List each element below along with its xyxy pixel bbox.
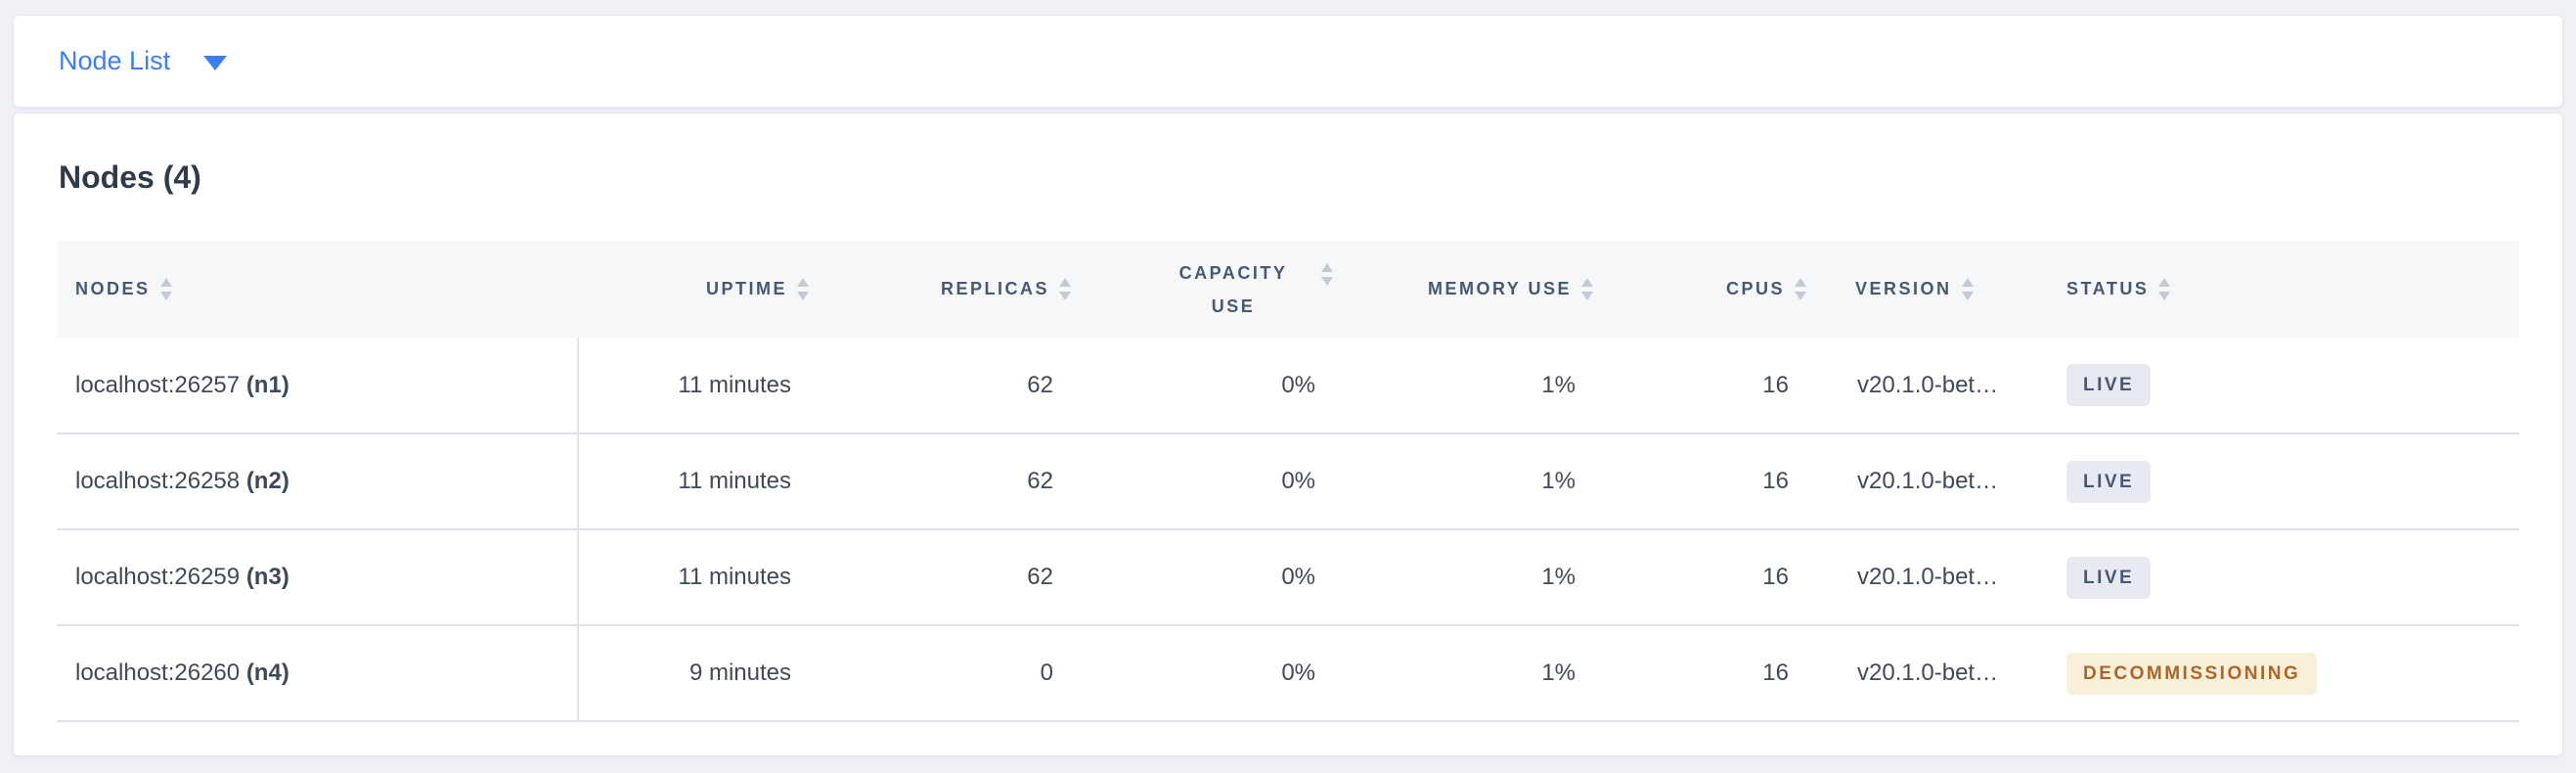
node-memory-use: 1%: [1337, 338, 1597, 433]
node-version: v20.1.0-bet…: [1810, 528, 2045, 625]
node-memory-use: 1%: [1337, 528, 1597, 625]
node-name-cell: localhost:26258 (n2): [57, 432, 579, 529]
column-header-status[interactable]: STATUS: [2045, 241, 2519, 338]
column-header-cpus[interactable]: CPUS: [1597, 241, 1810, 338]
node-row[interactable]: localhost:26258 (n2) 11 minutes 62 0% 1%…: [57, 432, 2519, 529]
column-label-capacity-use: CAPACITY USE: [1178, 262, 1288, 316]
node-row[interactable]: localhost:26260 (n4) 9 minutes 0 0% 1% 1…: [57, 624, 2519, 722]
column-label-cpus: CPUS: [1725, 279, 1785, 298]
node-row[interactable]: localhost:26257 (n1) 11 minutes 62 0% 1%…: [57, 338, 2519, 433]
table-header-row: NODES UPTIME REPLICAS: [57, 241, 2519, 338]
node-id: (n1): [245, 371, 289, 398]
nodes-table-body: localhost:26257 (n1) 11 minutes 62 0% 1%…: [57, 338, 2519, 722]
node-capacity-use: 0%: [1075, 624, 1337, 722]
node-address: localhost:26258: [75, 468, 241, 494]
column-header-memory-use[interactable]: MEMORY USE: [1337, 241, 1597, 338]
column-label-nodes: NODES: [75, 279, 151, 298]
column-label-status: STATUS: [2066, 279, 2150, 298]
node-capacity-use: 0%: [1075, 338, 1337, 433]
node-cpus: 16: [1597, 528, 1810, 625]
nodes-panel: Nodes (4) NODES UPTIM: [13, 113, 2563, 756]
column-header-uptime[interactable]: UPTIME: [578, 241, 813, 338]
node-cpus: 16: [1597, 338, 1810, 433]
node-memory-use: 1%: [1337, 624, 1597, 722]
status-badge: DECOMMISSIONING: [2066, 652, 2318, 695]
panel-title: Nodes (4): [59, 159, 201, 195]
nodes-table: NODES UPTIME REPLICAS: [57, 241, 2519, 722]
status-badge: LIVE: [2066, 556, 2152, 599]
node-replicas: 0: [813, 624, 1075, 722]
node-replicas: 62: [813, 432, 1075, 529]
sort-arrows-icon: [1961, 278, 1974, 300]
column-label-version: VERSION: [1855, 279, 1952, 298]
sort-arrows-icon: [159, 278, 172, 300]
node-cpus: 16: [1597, 624, 1810, 722]
node-name-cell: localhost:26260 (n4): [57, 624, 579, 722]
column-label-uptime: UPTIME: [705, 279, 787, 298]
sort-arrows-icon: [1321, 262, 1333, 286]
chevron-down-icon: [203, 55, 228, 70]
column-header-capacity-use[interactable]: CAPACITY USE: [1075, 241, 1337, 338]
node-status-cell: LIVE: [2045, 338, 2519, 433]
node-status-cell: LIVE: [2045, 432, 2519, 529]
node-version: v20.1.0-bet…: [1810, 624, 2045, 722]
node-uptime: 11 minutes: [578, 528, 813, 625]
node-status-cell: LIVE: [2045, 528, 2519, 625]
sort-arrows-icon: [2158, 278, 2171, 300]
node-version: v20.1.0-bet…: [1810, 432, 2045, 529]
node-cpus: 16: [1597, 432, 1810, 529]
node-capacity-use: 0%: [1075, 528, 1337, 625]
node-row[interactable]: localhost:26259 (n3) 11 minutes 62 0% 1%…: [57, 528, 2519, 625]
node-capacity-use: 0%: [1075, 432, 1337, 529]
column-header-nodes[interactable]: NODES: [57, 241, 578, 338]
node-replicas: 62: [813, 528, 1075, 625]
column-label-memory-use: MEMORY USE: [1427, 279, 1572, 298]
column-label-replicas: REPLICAS: [940, 279, 1049, 298]
column-header-replicas[interactable]: REPLICAS: [813, 241, 1075, 338]
node-memory-use: 1%: [1337, 432, 1597, 529]
sort-arrows-icon: [1581, 278, 1593, 300]
view-dropdown[interactable]: Node List: [59, 46, 228, 75]
node-uptime: 11 minutes: [578, 432, 813, 529]
node-version: v20.1.0-bet…: [1810, 338, 2045, 433]
node-address: localhost:26259: [75, 564, 241, 590]
sort-arrows-icon: [1059, 278, 1071, 300]
view-dropdown-label: Node List: [59, 46, 171, 75]
node-id: (n2): [245, 468, 289, 494]
status-badge: LIVE: [2066, 364, 2152, 406]
sort-arrows-icon: [1795, 278, 1806, 300]
node-address: localhost:26257: [75, 371, 241, 398]
node-uptime: 9 minutes: [578, 624, 813, 722]
node-name-cell: localhost:26259 (n3): [57, 528, 579, 625]
node-address: localhost:26260: [75, 659, 241, 686]
sort-arrows-icon: [797, 278, 809, 300]
node-status-cell: DECOMMISSIONING: [2045, 624, 2519, 722]
node-uptime: 11 minutes: [578, 338, 813, 433]
column-header-version[interactable]: VERSION: [1810, 241, 2045, 338]
status-badge: LIVE: [2066, 460, 2152, 503]
view-selector-bar: Node List: [13, 15, 2563, 108]
node-replicas: 62: [813, 338, 1075, 433]
node-id: (n4): [245, 659, 289, 686]
node-id: (n3): [245, 564, 289, 590]
node-name-cell: localhost:26257 (n1): [57, 338, 579, 433]
